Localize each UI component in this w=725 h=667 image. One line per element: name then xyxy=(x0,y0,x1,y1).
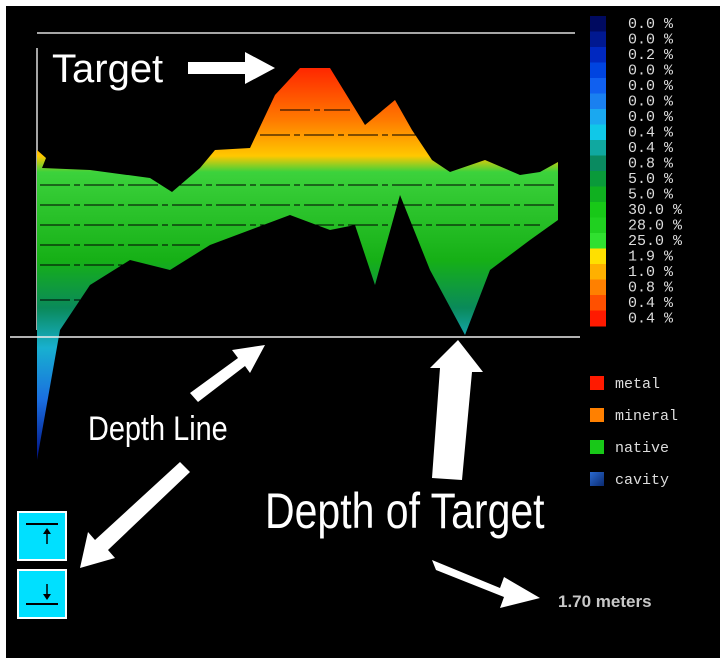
scale-swatch xyxy=(590,202,606,218)
scale-swatch xyxy=(590,62,606,79)
depth-of-target-label: Depth of Target xyxy=(265,483,545,539)
scale-swatch xyxy=(590,109,606,125)
legend-swatch xyxy=(590,440,604,454)
scale-swatch xyxy=(590,310,606,327)
scale-swatch xyxy=(590,93,606,110)
legend-label: cavity xyxy=(615,472,669,489)
scale-label: 28.0 % xyxy=(628,218,683,235)
profile-contours xyxy=(40,109,555,301)
legend-swatch xyxy=(590,376,604,390)
scale-swatch xyxy=(590,171,606,187)
scale-swatch xyxy=(590,264,606,280)
depth-value: 1.70 meters xyxy=(558,592,652,611)
scale-label: 0.0 % xyxy=(628,16,674,33)
scale-label: 1.0 % xyxy=(628,264,674,281)
scale-label: 0.0 % xyxy=(628,94,674,111)
target-label: Target xyxy=(52,47,163,91)
depth-up-button[interactable] xyxy=(17,511,67,561)
scale-label: 0.8 % xyxy=(628,156,674,173)
scale-swatch xyxy=(590,233,606,249)
scale-label: 0.4 % xyxy=(628,125,674,142)
scale-swatch xyxy=(590,31,606,48)
scale-swatch xyxy=(590,295,606,311)
depth-line-label: Depth Line xyxy=(88,409,228,448)
scale-label: 0.0 % xyxy=(628,63,674,80)
scale-label: 0.0 % xyxy=(628,109,674,126)
arrows xyxy=(80,52,540,608)
scale-swatch xyxy=(590,140,606,156)
scale-swatch xyxy=(590,248,606,265)
scale-label: 0.0 % xyxy=(628,78,674,95)
depth-down-button[interactable] xyxy=(17,569,67,619)
legend-swatch xyxy=(590,408,604,422)
legend-label: metal xyxy=(615,376,660,393)
scale-label: 30.0 % xyxy=(628,202,683,219)
scale-label: 5.0 % xyxy=(628,187,674,204)
scale-label: 0.2 % xyxy=(628,47,674,64)
ground-profile xyxy=(37,68,558,460)
scale-label: 0.4 % xyxy=(628,295,674,312)
scale-label: 1.9 % xyxy=(628,249,674,266)
scale-swatch xyxy=(590,78,606,94)
legend-swatch xyxy=(590,472,604,486)
scale-swatch xyxy=(590,124,606,141)
scale-swatch xyxy=(590,16,606,32)
scale-swatch xyxy=(590,186,606,203)
scale-label: 0.8 % xyxy=(628,280,674,297)
scale-swatch xyxy=(590,279,606,296)
legend-label: mineral xyxy=(615,408,678,425)
viewport xyxy=(6,6,720,658)
scale-swatch xyxy=(590,47,606,63)
scale-label: 25.0 % xyxy=(628,233,683,250)
legend: metal mineral native cavity xyxy=(590,376,678,489)
scale-swatch xyxy=(590,217,606,234)
scale-label: 5.0 % xyxy=(628,171,674,188)
scale-swatch xyxy=(590,155,606,172)
scale-label: 0.4 % xyxy=(628,311,674,328)
scale-label: 0.4 % xyxy=(628,140,674,157)
color-scale: 0.0 %0.0 %0.2 %0.0 %0.0 %0.0 %0.0 %0.4 %… xyxy=(590,16,683,328)
scale-label: 0.0 % xyxy=(628,32,674,49)
legend-label: native xyxy=(615,440,669,457)
